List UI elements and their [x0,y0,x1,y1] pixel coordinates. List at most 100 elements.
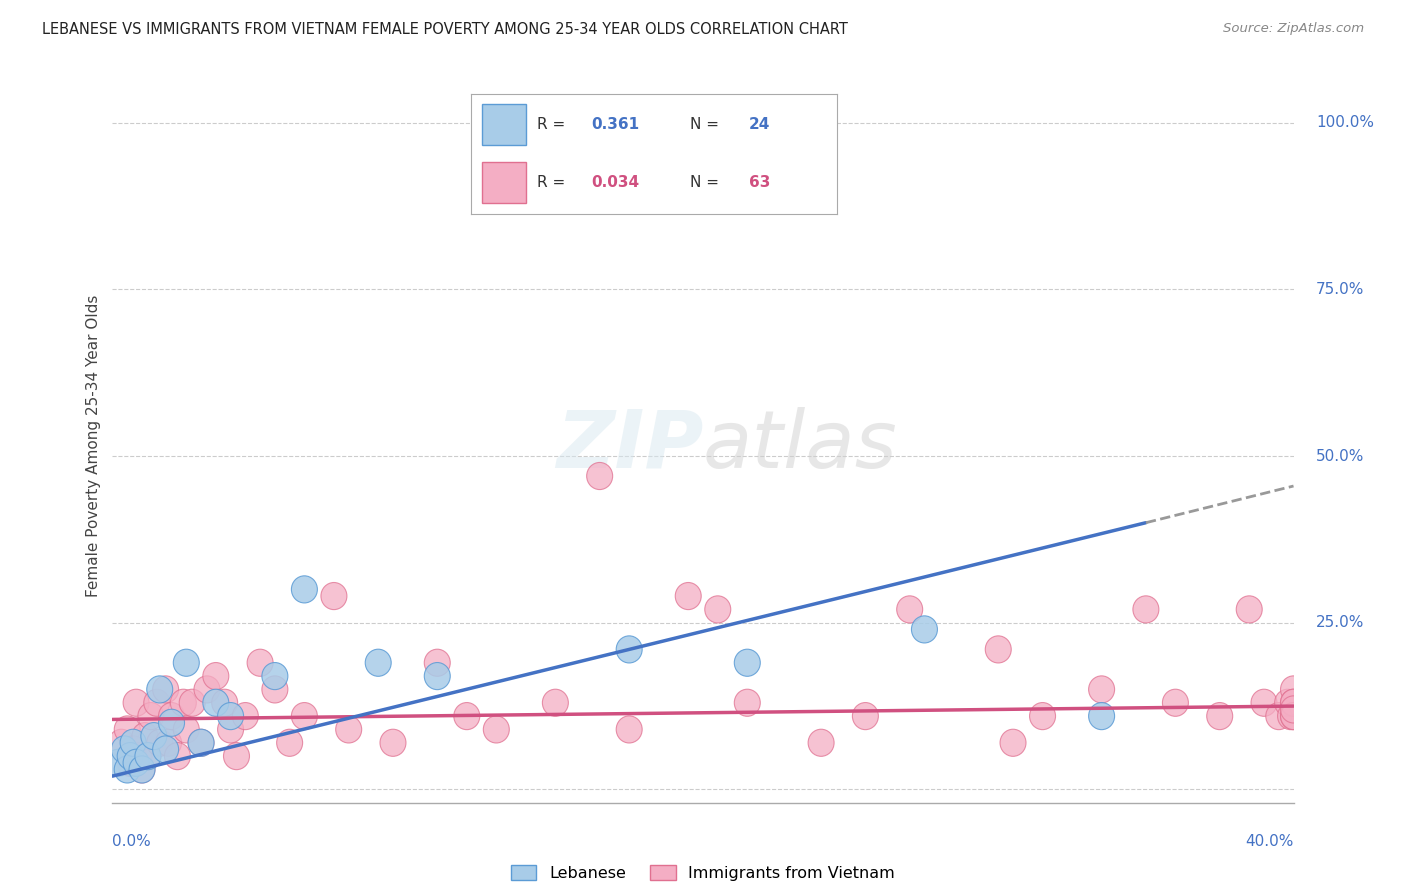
Ellipse shape [1163,690,1188,716]
Text: 63: 63 [749,175,770,190]
Ellipse shape [1281,690,1306,716]
Ellipse shape [1278,703,1303,730]
Ellipse shape [291,576,318,603]
Text: 50.0%: 50.0% [1316,449,1364,464]
Ellipse shape [146,730,173,756]
Ellipse shape [586,462,613,490]
Text: 100.0%: 100.0% [1316,115,1374,130]
Ellipse shape [1088,703,1115,730]
Ellipse shape [808,730,834,756]
Ellipse shape [734,690,761,716]
Ellipse shape [159,709,184,736]
Ellipse shape [454,703,479,730]
Ellipse shape [321,582,347,609]
Text: 24: 24 [749,118,770,133]
Ellipse shape [194,676,219,703]
Ellipse shape [165,742,190,770]
Ellipse shape [1281,676,1306,703]
Ellipse shape [704,596,731,623]
Ellipse shape [1281,696,1306,723]
Ellipse shape [1206,703,1233,730]
Ellipse shape [173,649,200,676]
Text: 40.0%: 40.0% [1246,834,1294,849]
Ellipse shape [188,730,214,756]
Text: 0.0%: 0.0% [112,834,152,849]
FancyBboxPatch shape [482,162,526,203]
Ellipse shape [1281,690,1306,716]
Ellipse shape [146,676,173,703]
Ellipse shape [156,730,181,756]
Ellipse shape [224,742,249,770]
Ellipse shape [232,703,259,730]
Text: Source: ZipAtlas.com: Source: ZipAtlas.com [1223,22,1364,36]
Ellipse shape [616,716,643,743]
Ellipse shape [1265,703,1292,730]
Ellipse shape [111,736,138,763]
Ellipse shape [1281,703,1306,730]
Ellipse shape [120,730,146,756]
Ellipse shape [135,742,160,770]
Ellipse shape [277,730,302,756]
Ellipse shape [675,582,702,609]
Ellipse shape [114,716,141,743]
FancyBboxPatch shape [482,104,526,145]
Text: 75.0%: 75.0% [1316,282,1364,297]
Text: R =: R = [537,118,569,133]
Ellipse shape [218,703,243,730]
Ellipse shape [188,730,214,756]
Ellipse shape [1251,690,1277,716]
Ellipse shape [366,649,391,676]
Text: atlas: atlas [703,407,898,485]
Ellipse shape [543,690,568,716]
Ellipse shape [117,742,143,770]
Ellipse shape [120,736,146,763]
Ellipse shape [127,742,152,770]
Ellipse shape [108,730,135,756]
Ellipse shape [336,716,361,743]
Ellipse shape [425,649,450,676]
Ellipse shape [135,742,160,770]
Ellipse shape [616,636,643,663]
Ellipse shape [262,663,288,690]
Ellipse shape [105,749,131,776]
Ellipse shape [1029,703,1056,730]
Text: ZIP: ZIP [555,407,703,485]
Ellipse shape [1000,730,1026,756]
Ellipse shape [138,703,165,730]
Y-axis label: Female Poverty Among 25-34 Year Olds: Female Poverty Among 25-34 Year Olds [86,295,101,597]
Ellipse shape [153,736,179,763]
Ellipse shape [124,690,149,716]
Ellipse shape [124,749,149,776]
Ellipse shape [262,676,288,703]
Ellipse shape [986,636,1011,663]
Ellipse shape [897,596,922,623]
Ellipse shape [291,703,318,730]
Ellipse shape [170,690,197,716]
Ellipse shape [1088,676,1115,703]
Ellipse shape [1281,703,1306,730]
Ellipse shape [911,615,938,643]
Ellipse shape [247,649,273,676]
Ellipse shape [852,703,879,730]
Text: 25.0%: 25.0% [1316,615,1364,631]
Text: N =: N = [690,175,724,190]
Text: N =: N = [690,118,724,133]
Ellipse shape [380,730,406,756]
Legend: Lebanese, Immigrants from Vietnam: Lebanese, Immigrants from Vietnam [505,859,901,888]
Ellipse shape [141,723,167,749]
Ellipse shape [114,756,141,783]
Ellipse shape [117,749,143,776]
Ellipse shape [129,756,155,783]
Ellipse shape [179,690,205,716]
Ellipse shape [1133,596,1159,623]
Ellipse shape [212,690,238,716]
Ellipse shape [132,723,157,749]
Ellipse shape [1236,596,1263,623]
Ellipse shape [153,676,179,703]
Ellipse shape [173,716,200,743]
Text: 0.034: 0.034 [592,175,640,190]
Ellipse shape [202,690,229,716]
Text: R =: R = [537,175,569,190]
Ellipse shape [484,716,509,743]
Ellipse shape [1275,690,1301,716]
